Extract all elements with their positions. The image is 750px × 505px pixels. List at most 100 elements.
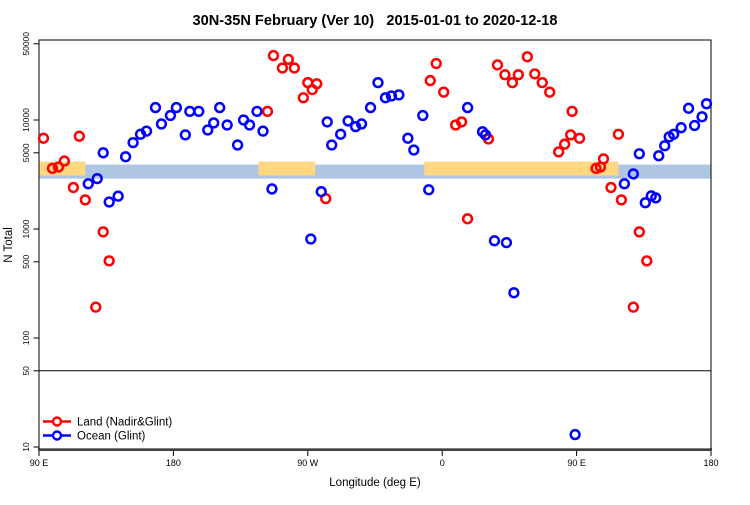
land-data-point <box>267 49 280 62</box>
land-data-point <box>506 77 519 89</box>
land-data-point <box>499 69 511 81</box>
ocean-data-point <box>355 118 368 130</box>
land-data-point <box>297 92 309 104</box>
legend-item-ocean: Ocean (Glint) <box>43 430 146 443</box>
y-tick-label: 10000 <box>21 108 31 132</box>
ocean-data-point <box>653 150 665 162</box>
ocean-data-point <box>569 428 581 441</box>
x-tick-label: 90 E <box>567 458 586 468</box>
ocean-data-point <box>393 89 405 101</box>
land-data-point <box>58 155 71 167</box>
land-data-point <box>46 162 59 175</box>
ocean-data-point <box>266 183 278 195</box>
ocean-data-point <box>696 111 708 123</box>
ocean-data-point <box>675 122 687 134</box>
ocean-data-point <box>688 119 701 132</box>
land-data-point <box>430 57 442 70</box>
land-data-point <box>79 194 91 206</box>
ocean-data-point <box>149 101 162 114</box>
land-data-point <box>491 59 504 71</box>
ocean-data-point <box>668 128 680 140</box>
land-data-point <box>512 69 525 81</box>
legend-item-land: Land (Nadir&Glint) <box>43 416 172 429</box>
land-data-point <box>276 62 289 74</box>
ocean-data-point <box>164 109 177 122</box>
y-tick-label: 1000 <box>21 219 31 238</box>
ocean-data-point <box>650 192 662 204</box>
land-data-point <box>461 213 474 225</box>
land-data-point <box>311 78 323 90</box>
ocean-data-point <box>639 197 651 209</box>
x-tick-label: 0 <box>440 458 445 468</box>
ocean-data-point <box>700 98 713 110</box>
ocean-data-point <box>193 105 205 118</box>
ocean-data-point <box>231 139 244 151</box>
y-tick-label: 500 <box>21 254 31 268</box>
y-axis-label: N Total <box>3 227 15 263</box>
ocean-data-point <box>508 287 520 299</box>
ocean-data-point <box>659 140 671 152</box>
land-data-point <box>564 129 577 141</box>
ocean-data-point <box>97 147 109 159</box>
ocean-data-point <box>243 119 256 131</box>
ocean-data-point <box>202 124 214 136</box>
ocean-data-point <box>119 151 132 163</box>
land-data-point <box>633 226 645 238</box>
land-data-point <box>627 301 639 313</box>
ocean-data-point <box>257 125 269 137</box>
ocean-data-point <box>179 129 191 141</box>
ocean-data-point <box>349 120 362 133</box>
ocean-data-point <box>417 109 429 122</box>
land-data-point <box>553 146 565 158</box>
land-data-point <box>612 128 625 140</box>
x-tick-label: 180 <box>166 458 181 468</box>
ocean-data-point <box>321 116 333 128</box>
ocean-data-point <box>618 178 631 190</box>
land-reference-band <box>258 161 316 176</box>
land-data-point <box>529 68 541 80</box>
y-tick-label: 5000 <box>21 143 31 162</box>
land-data-point <box>641 255 653 267</box>
land-data-point <box>438 86 450 98</box>
land-data-point <box>605 181 617 194</box>
ocean-data-point <box>408 144 420 156</box>
land-data-point <box>597 153 610 165</box>
land-data-point <box>282 53 295 66</box>
x-tick-label: 90 W <box>297 458 319 468</box>
land-data-point <box>261 105 274 118</box>
land-data-point <box>73 130 85 142</box>
ocean-data-point <box>335 128 347 140</box>
ocean-data-point <box>461 101 474 114</box>
ocean-data-point <box>140 125 153 137</box>
ocean-data-point <box>423 184 435 196</box>
land-data-point <box>521 51 533 63</box>
ocean-data-point <box>208 117 220 129</box>
land-reference-band <box>424 161 619 176</box>
ocean-data-point <box>500 236 513 249</box>
ocean-data-point <box>379 92 392 104</box>
ocean-data-point <box>342 115 354 127</box>
y-tick-label: 50000 <box>21 32 31 56</box>
x-tick-label: 90 E <box>30 458 49 468</box>
ocean-data-point <box>633 148 645 160</box>
y-tick-label: 50 <box>21 366 31 376</box>
land-data-point <box>97 226 109 238</box>
ocean-data-point <box>372 77 384 89</box>
ocean-data-point <box>251 105 263 118</box>
ocean-data-point <box>170 101 183 114</box>
land-data-point <box>544 86 556 98</box>
ocean-data-point <box>214 101 226 114</box>
ocean-data-point <box>315 186 327 198</box>
ocean-data-point <box>91 172 103 185</box>
legend-label: Ocean (Glint) <box>77 431 146 443</box>
ocean-data-point <box>103 196 115 208</box>
ocean-data-point <box>127 136 139 149</box>
ocean-data-point <box>479 129 492 141</box>
land-data-point <box>424 74 436 87</box>
land-data-point <box>103 255 115 267</box>
plot-border <box>38 39 712 451</box>
ocean-data-point <box>682 102 695 114</box>
chart-title: 30N-35N February (Ver 10) 2015-01-01 to … <box>192 13 557 29</box>
